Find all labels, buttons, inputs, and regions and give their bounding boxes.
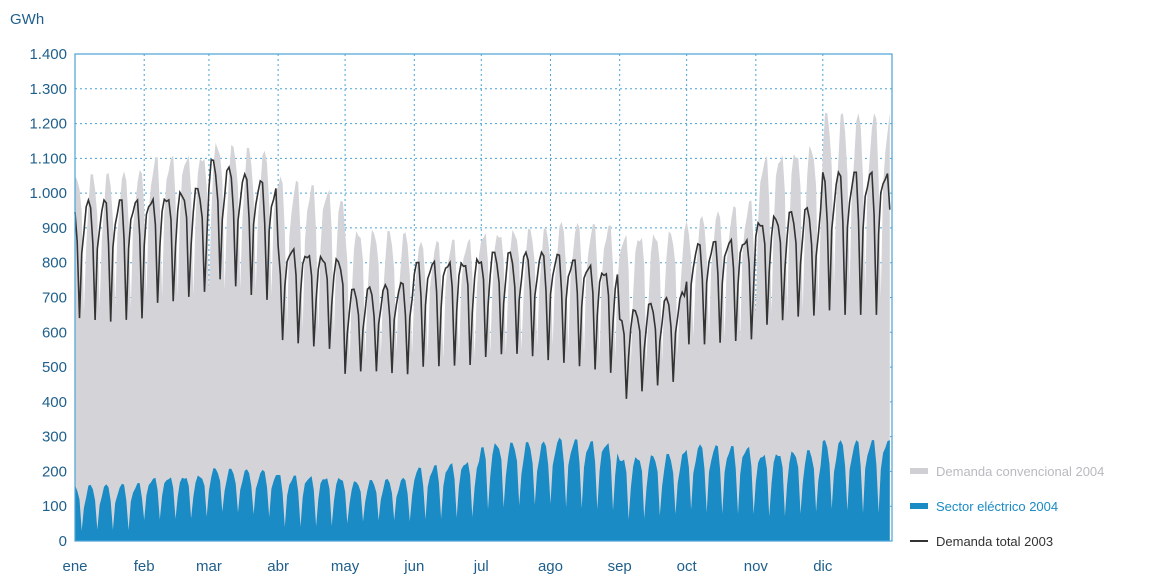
legend-swatch-conv <box>910 468 928 474</box>
y-tick-label: 300 <box>42 429 67 446</box>
y-tick-label: 0 <box>59 533 67 550</box>
y-tick-label: 600 <box>42 324 67 341</box>
axes <box>74 53 893 542</box>
y-tick-label: 700 <box>42 290 67 307</box>
series-sector-electrico-2004 <box>75 437 890 541</box>
x-tick-label: nov <box>744 558 769 575</box>
y-tick-label: 800 <box>42 255 67 272</box>
y-tick-label: 1.100 <box>29 150 67 167</box>
y-tick-label: 900 <box>42 220 67 237</box>
x-tick-label: ago <box>538 558 563 575</box>
x-tick-label: sep <box>608 558 632 575</box>
legend: Demanda convencional 2004 Sector eléctri… <box>910 462 1104 567</box>
x-tick-labels: ene feb mar abr may jun jul ago sep oct nov dic <box>62 558 832 575</box>
y-tick-label: 1.000 <box>29 185 67 202</box>
area-sector-electrico-2004 <box>75 437 890 541</box>
x-tick-label: jul <box>473 558 489 575</box>
series-demanda-total-2003 <box>74 158 891 399</box>
x-tick-label: dic <box>813 558 833 575</box>
line-demanda-total-2003 <box>74 158 891 399</box>
legend-item-conv: Demanda convencional 2004 <box>910 462 1104 480</box>
legend-label-elec: Sector eléctrico 2004 <box>936 498 1059 514</box>
legend-label-total: Demanda total 2003 <box>936 533 1054 549</box>
y-tick-label: 100 <box>42 498 67 515</box>
x-tick-label: oct <box>677 558 698 575</box>
y-tick-label: 400 <box>42 394 67 411</box>
y-tick-label: 1.400 <box>29 46 67 63</box>
x-tick-label: abr <box>267 558 289 575</box>
legend-swatch-total <box>910 540 928 542</box>
y-tick-label: 500 <box>42 359 67 376</box>
legend-item-total: Demanda total 2003 <box>910 532 1104 550</box>
x-tick-label: may <box>331 558 360 575</box>
x-tick-label: feb <box>134 558 155 575</box>
y-tick-labels: 0 100 200 300 400 500 600 700 800 900 1.000 1.100 1.… <box>29 46 67 550</box>
x-tick-label: jun <box>403 558 424 575</box>
y-unit-label: GWh <box>10 11 44 28</box>
y-tick-label: 1.200 <box>29 116 67 133</box>
x-tick-label: ene <box>62 558 87 575</box>
legend-label-conv: Demanda convencional 2004 <box>936 463 1105 479</box>
x-tick-label: mar <box>196 558 222 575</box>
area-demanda-convencional-2004 <box>75 113 890 541</box>
series-demanda-convencional-2004 <box>75 113 890 541</box>
legend-item-elec: Sector eléctrico 2004 <box>910 497 1104 515</box>
y-tick-label: 1.300 <box>29 81 67 98</box>
y-tick-label: 200 <box>42 463 67 480</box>
plot-frame <box>74 53 893 542</box>
legend-swatch-elec <box>910 503 928 509</box>
